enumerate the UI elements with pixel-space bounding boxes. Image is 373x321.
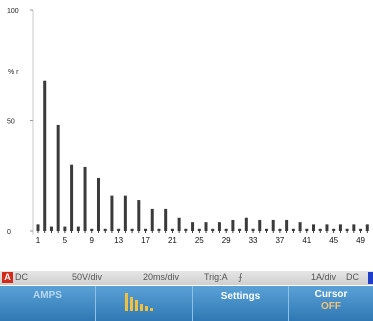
amps-softkey[interactable]: AMPS [0,286,96,321]
trigger-slope-icon: ⨍ [238,272,243,282]
harmonic-bar [36,224,40,231]
harmonic-bar [365,224,369,231]
harmonic-bar [117,228,121,231]
harmonic-bar [184,228,188,231]
harmonic-bar [56,124,60,231]
harmonics-chart-svg: 100 50 0 % r 1 5 9 13 17 21 25 29 33 37 41 45 49 [7,8,369,245]
harmonic-bar [238,228,242,231]
x-tick-label: 5 [63,236,68,245]
volts-per-div: 50V/div [72,272,103,282]
x-tick-label: 49 [356,236,365,245]
harmonic-bar [197,228,201,231]
x-tick-label: 37 [275,236,284,245]
harmonic-bar [359,228,363,231]
amps-softkey-label: AMPS [33,290,62,301]
harmonic-bar [103,228,107,231]
cursor-softkey-label: Cursor [314,289,348,300]
harmonics-view-softkey[interactable] [96,286,193,321]
cursor-softkey[interactable]: Cursor OFF [289,286,373,321]
harmonic-bar [352,224,356,231]
harmonic-bar [318,228,322,231]
harmonic-bar [157,228,161,231]
x-tick-label: 29 [222,236,231,245]
trigger-source: Trig:A [204,272,228,282]
harmonic-bar [338,224,342,231]
harmonic-bar [332,228,336,231]
x-tick-label: 25 [195,236,204,245]
harmonic-bar [164,208,168,231]
harmonic-bar [123,195,127,231]
harmonics-chart: 100 50 0 % r 1 5 9 13 17 21 25 29 33 37 41 45 49 [7,8,369,245]
harmonic-bar [211,228,215,231]
harmonic-bar [110,195,114,231]
x-tick-label: 1 [36,236,41,245]
harmonic-bar [144,228,148,231]
harmonic-bar [177,217,181,231]
channel-b-badge [368,272,373,284]
harmonic-bar [298,222,302,231]
harmonics-bar-icon [125,293,153,311]
harmonic-bar [312,224,316,231]
harmonic-bar [43,80,47,231]
harmonic-bar [49,226,53,231]
harmonic-bar [264,228,268,231]
x-tick-label: 17 [141,236,150,245]
harmonic-bar [70,164,74,231]
harmonic-bar [191,222,195,231]
time-per-div: 20ms/div [143,272,180,282]
harmonic-bar [204,222,208,231]
harmonic-bar [130,228,134,231]
x-tick-label: 33 [249,236,258,245]
harmonic-bar [83,166,87,231]
harmonic-bar [278,228,282,231]
x-tick-label: 45 [329,236,338,245]
settings-softkey[interactable]: Settings [193,286,289,321]
harmonic-bar [217,222,221,231]
harmonic-bar [170,228,174,231]
harmonic-bar [96,177,100,231]
harmonic-bar [76,226,80,231]
settings-softkey-label: Settings [220,291,261,302]
x-tick-label: 9 [90,236,95,245]
harmonic-bar [291,228,295,231]
harmonic-bar [63,226,67,231]
harmonic-bar [244,217,248,231]
harmonic-bar [345,228,349,231]
softkey-bar: AMPS Settings Cursor OFF [0,286,373,321]
harmonic-bar [231,219,235,231]
cursor-state-label: OFF [321,301,341,312]
harmonic-bar [258,219,262,231]
harmonic-bar [251,228,255,231]
channel-a-coupling: DC [15,272,28,282]
harmonic-bar [90,228,94,231]
x-tick-label: 13 [114,236,123,245]
y-unit-label: % r [8,69,19,76]
harmonic-bar [150,208,154,231]
harmonic-bar [224,228,228,231]
y-tick-label: 100 [7,8,19,15]
harmonic-bar [271,219,275,231]
channel-a-badge: A [2,272,13,283]
status-bar: A DC 50V/div 20ms/div Trig:A ⨍ 1A/div DC [0,271,373,285]
y-tick-label: 0 [7,229,11,236]
harmonic-bar [325,224,329,231]
channel-b-coupling: DC [346,272,359,282]
harmonic-bar [137,200,141,231]
harmonic-bar [285,219,289,231]
x-tick-label: 41 [302,236,311,245]
harmonic-bar [305,228,309,231]
amps-per-div: 1A/div [311,272,337,282]
y-tick-label: 50 [7,119,15,126]
x-tick-label: 21 [168,236,177,245]
